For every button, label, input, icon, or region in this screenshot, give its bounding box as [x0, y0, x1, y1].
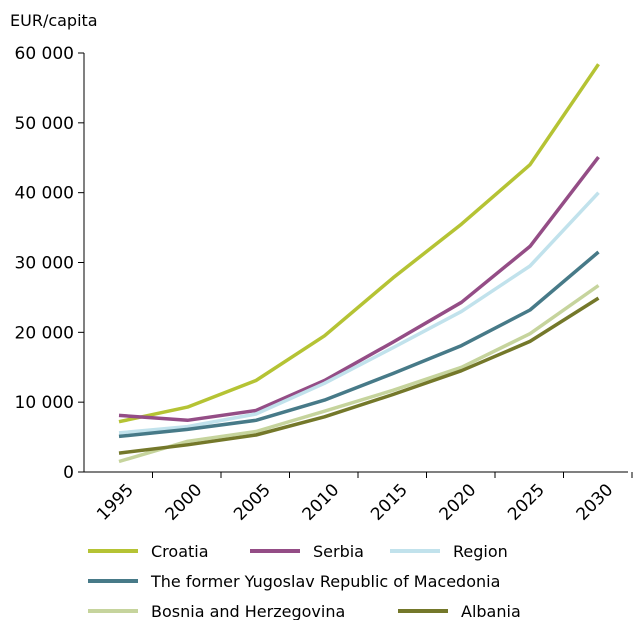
legend-item: Albania: [398, 602, 521, 620]
legend-label: Croatia: [151, 542, 209, 561]
y-axis-unit-label: EUR/capita: [10, 11, 98, 30]
legend-item: Croatia: [88, 542, 209, 561]
y-tick-label: 20 000: [15, 323, 74, 343]
x-tick-label: 2010: [299, 480, 344, 525]
series-line: [118, 250, 600, 439]
legend-item: The former Yugoslav Republic of Macedoni…: [88, 572, 500, 591]
legend-label: Serbia: [313, 542, 364, 561]
legend-label: Bosnia and Herzegovina: [151, 602, 345, 620]
y-tick-label: 40 000: [15, 184, 74, 204]
x-tick-label: 2020: [436, 480, 481, 525]
x-tick-label: 2030: [573, 480, 618, 525]
series-line: [118, 284, 600, 464]
x-tick-label: 2015: [367, 480, 412, 525]
series-line: [118, 191, 600, 435]
legend-item: Region: [390, 542, 508, 561]
series-lines: [118, 63, 600, 464]
legend-item: Bosnia and Herzegovina: [88, 602, 345, 620]
y-tick-label: 50 000: [15, 114, 74, 134]
x-tick-label: 2000: [162, 480, 207, 525]
legend-label: The former Yugoslav Republic of Macedoni…: [150, 572, 500, 591]
x-tick-label: 2025: [504, 480, 549, 525]
y-tick-label: 10 000: [15, 393, 74, 413]
series-line: [118, 63, 600, 424]
x-tick-label: 1995: [93, 480, 138, 525]
legend-item: Serbia: [250, 542, 364, 561]
y-tick-label: 30 000: [15, 254, 74, 274]
y-tick-label: 60 000: [15, 44, 74, 64]
legend-label: Albania: [461, 602, 521, 620]
series-line: [118, 296, 600, 455]
legend: Croatia Serbia Region The former Yugoslav R…: [88, 542, 521, 620]
y-tick-label: 0: [63, 463, 74, 483]
axes: 0 10 000 20 000 30 000 40 000 50 000 60 000 199…: [15, 44, 633, 525]
series-line: [118, 156, 600, 423]
x-tick-label: 2005: [230, 480, 275, 525]
legend-label: Region: [453, 542, 508, 561]
